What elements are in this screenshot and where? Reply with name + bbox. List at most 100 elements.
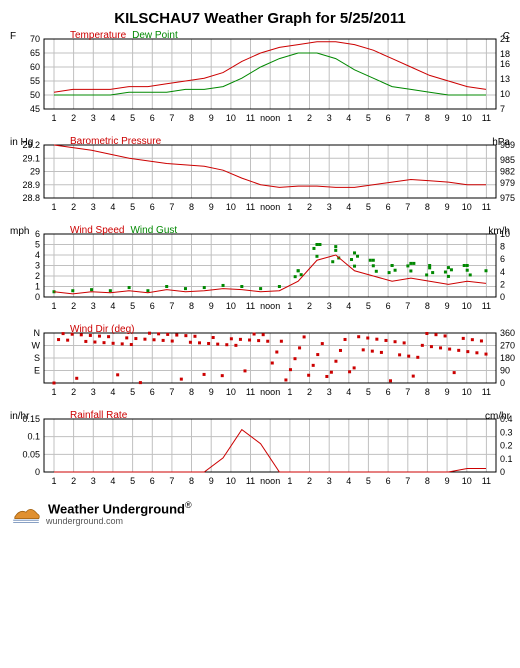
svg-text:1: 1 — [51, 387, 56, 397]
svg-text:2: 2 — [35, 271, 40, 281]
chart-svg: 28.828.92929.129.29759799829859891234567… — [10, 137, 520, 212]
legend: Barometric Pressure — [70, 136, 167, 147]
wu-logo-icon — [10, 501, 42, 525]
svg-text:6: 6 — [386, 113, 391, 123]
svg-text:50: 50 — [30, 90, 40, 100]
svg-text:5: 5 — [366, 387, 371, 397]
svg-text:1: 1 — [51, 301, 56, 311]
svg-text:0.1: 0.1 — [27, 432, 40, 442]
svg-text:8: 8 — [189, 476, 194, 486]
svg-text:W: W — [32, 341, 41, 351]
svg-text:4: 4 — [346, 476, 351, 486]
svg-text:5: 5 — [366, 301, 371, 311]
svg-text:2: 2 — [307, 202, 312, 212]
svg-text:0: 0 — [35, 467, 40, 477]
legend: Wind Dir (deg) — [70, 324, 140, 335]
svg-text:11: 11 — [246, 476, 255, 486]
unit-right: C — [503, 31, 510, 42]
svg-text:0: 0 — [35, 292, 40, 302]
svg-text:2: 2 — [500, 279, 505, 289]
svg-text:0: 0 — [500, 292, 505, 302]
svg-text:noon: noon — [260, 202, 280, 212]
svg-text:8: 8 — [425, 476, 430, 486]
svg-text:0.1: 0.1 — [500, 454, 513, 464]
svg-text:4: 4 — [110, 301, 115, 311]
svg-text:29.1: 29.1 — [22, 153, 40, 163]
svg-text:2: 2 — [71, 113, 76, 123]
svg-text:8: 8 — [189, 202, 194, 212]
unit-left: in/hr — [10, 411, 29, 422]
svg-text:7: 7 — [405, 387, 410, 397]
svg-text:9: 9 — [209, 113, 214, 123]
svg-text:9: 9 — [445, 387, 450, 397]
svg-text:11: 11 — [482, 113, 491, 123]
svg-text:1: 1 — [35, 282, 40, 292]
svg-text:6: 6 — [150, 476, 155, 486]
svg-text:9: 9 — [209, 387, 214, 397]
svg-text:10: 10 — [226, 476, 236, 486]
legend: Wind Speed Wind Gust — [70, 225, 183, 236]
svg-text:7: 7 — [169, 476, 174, 486]
svg-text:2: 2 — [307, 301, 312, 311]
svg-text:90: 90 — [500, 366, 510, 376]
chart-svg: ESWN0901802703601234567891011noon1234567… — [10, 325, 520, 397]
svg-text:11: 11 — [246, 301, 255, 311]
svg-text:4: 4 — [346, 202, 351, 212]
svg-text:5: 5 — [366, 202, 371, 212]
svg-text:11: 11 — [246, 202, 255, 212]
svg-text:4: 4 — [110, 476, 115, 486]
svg-text:1: 1 — [51, 113, 56, 123]
svg-text:11: 11 — [482, 202, 491, 212]
svg-text:8: 8 — [189, 387, 194, 397]
svg-text:6: 6 — [386, 301, 391, 311]
svg-text:7: 7 — [169, 202, 174, 212]
svg-text:8: 8 — [500, 242, 505, 252]
svg-text:11: 11 — [482, 476, 491, 486]
svg-text:0.3: 0.3 — [500, 427, 513, 437]
svg-text:2: 2 — [71, 387, 76, 397]
svg-text:7: 7 — [500, 104, 505, 114]
svg-text:5: 5 — [366, 476, 371, 486]
legend-wind-gust: Wind Gust — [130, 225, 177, 236]
svg-text:6: 6 — [386, 387, 391, 397]
svg-text:3: 3 — [327, 113, 332, 123]
svg-text:8: 8 — [425, 387, 430, 397]
legend: Rainfall Rate — [70, 410, 133, 421]
chart-temperature: F TemperatureDew Point C 455055606570710… — [10, 31, 510, 123]
svg-text:6: 6 — [150, 202, 155, 212]
svg-text:8: 8 — [425, 301, 430, 311]
svg-text:60: 60 — [30, 62, 40, 72]
svg-text:979: 979 — [500, 178, 515, 188]
svg-text:8: 8 — [189, 113, 194, 123]
svg-text:5: 5 — [130, 113, 135, 123]
svg-text:11: 11 — [246, 387, 255, 397]
legend-wind-speed: Wind Speed — [70, 225, 124, 236]
chart-svg: 012345602468101234567891011noon123456789… — [10, 226, 520, 311]
svg-text:5: 5 — [35, 240, 40, 250]
svg-text:10: 10 — [226, 387, 236, 397]
svg-text:1: 1 — [287, 476, 292, 486]
svg-text:270: 270 — [500, 341, 515, 351]
footer-sub: wunderground.com — [46, 516, 192, 526]
svg-text:2: 2 — [71, 476, 76, 486]
svg-text:4: 4 — [35, 250, 40, 260]
unit-right: hPa — [492, 137, 510, 148]
svg-text:4: 4 — [110, 202, 115, 212]
chart-svg: 455055606570710131618211234567891011noon… — [10, 31, 520, 123]
svg-text:9: 9 — [209, 202, 214, 212]
svg-text:2: 2 — [71, 202, 76, 212]
svg-text:4: 4 — [110, 113, 115, 123]
unit-left: mph — [10, 226, 29, 237]
svg-text:1: 1 — [287, 387, 292, 397]
unit-left: in Hg — [10, 137, 33, 148]
svg-text:6: 6 — [150, 387, 155, 397]
svg-text:2: 2 — [307, 387, 312, 397]
svg-text:7: 7 — [405, 113, 410, 123]
legend-rainfall-rate: Rainfall Rate — [70, 410, 127, 421]
svg-text:3: 3 — [91, 387, 96, 397]
svg-text:5: 5 — [130, 387, 135, 397]
svg-text:4: 4 — [346, 387, 351, 397]
svg-text:70: 70 — [30, 34, 40, 44]
svg-text:5: 5 — [130, 301, 135, 311]
svg-text:9: 9 — [445, 202, 450, 212]
